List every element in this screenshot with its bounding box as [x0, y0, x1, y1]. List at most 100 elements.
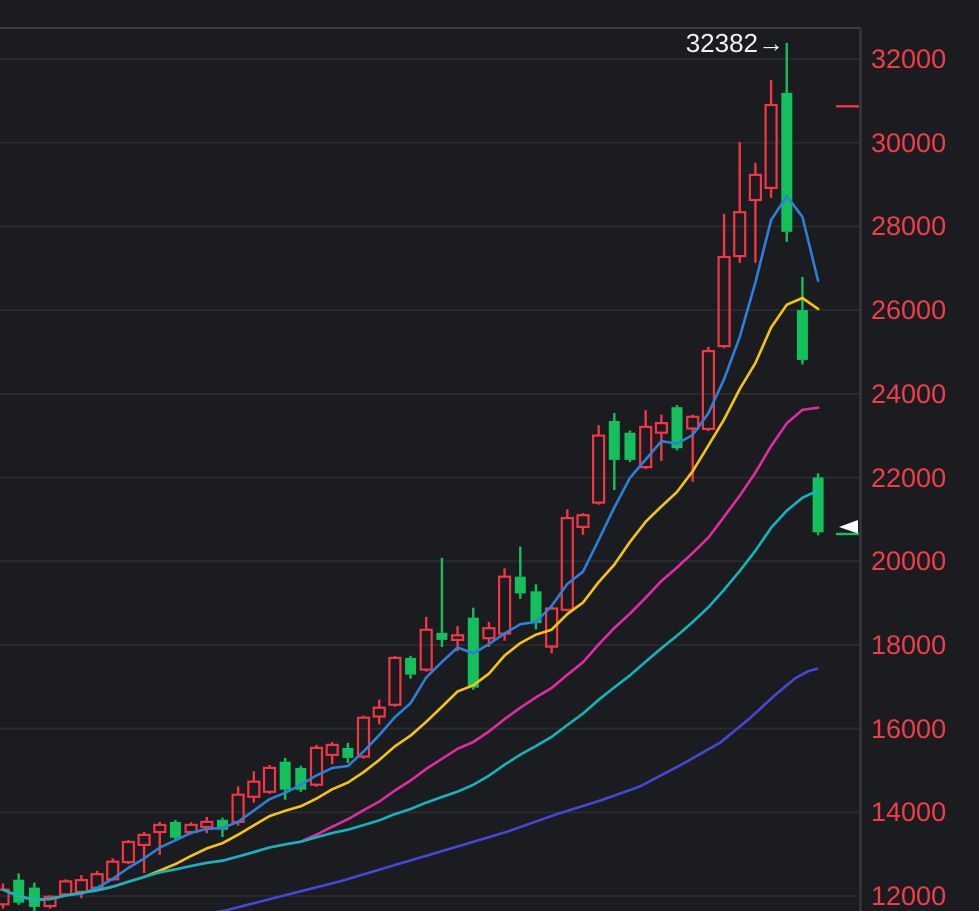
- candle-body-down: [624, 432, 636, 460]
- candle-body-up: [498, 575, 512, 635]
- candle[interactable]: [169, 819, 181, 840]
- candle[interactable]: [372, 699, 386, 725]
- grid-layer: [0, 27, 862, 911]
- candle-body-down: [514, 576, 526, 594]
- candle-body-up: [451, 634, 465, 641]
- ma60-line: [214, 667, 819, 911]
- candle[interactable]: [309, 744, 324, 787]
- candle-body-down: [279, 761, 291, 790]
- ma5-line: [1, 194, 820, 902]
- candle-body-up: [325, 743, 339, 757]
- candle[interactable]: [701, 346, 716, 431]
- upper-price-marker: [836, 105, 859, 108]
- candle-body-down: [28, 887, 40, 907]
- candle[interactable]: [591, 425, 606, 505]
- candle-body-down: [13, 879, 25, 903]
- candle-body-down: [169, 821, 181, 838]
- candle[interactable]: [262, 765, 277, 794]
- candle[interactable]: [608, 413, 620, 491]
- candle[interactable]: [654, 414, 669, 461]
- candle-body-down: [295, 767, 307, 790]
- candle-body-up: [544, 607, 559, 648]
- candle[interactable]: [530, 584, 542, 630]
- candle-body-up: [733, 211, 747, 258]
- candle-body-up: [686, 415, 700, 430]
- candle-body-up: [356, 716, 371, 758]
- candle-body-up: [748, 173, 763, 202]
- candle[interactable]: [781, 43, 793, 242]
- candle-body-up: [153, 823, 167, 834]
- candle[interactable]: [388, 655, 402, 707]
- candle[interactable]: [764, 79, 778, 198]
- ma30-line: [1, 488, 820, 902]
- candle[interactable]: [576, 513, 590, 535]
- candle[interactable]: [467, 607, 479, 690]
- last-price-marker: [836, 520, 859, 536]
- last-price-triangle-icon: [839, 520, 858, 534]
- candle[interactable]: [639, 410, 653, 470]
- candle-body-down: [671, 407, 683, 449]
- candle-body-up: [262, 766, 277, 793]
- candle[interactable]: [247, 771, 261, 803]
- candle-body-up: [43, 895, 57, 908]
- last-price-marker-dash: [836, 532, 859, 536]
- candle-body-up: [482, 627, 496, 640]
- candle-body-down: [796, 310, 808, 360]
- candle[interactable]: [356, 715, 371, 759]
- candle[interactable]: [451, 626, 465, 652]
- candle-body-up: [654, 422, 669, 434]
- high-price-annotation: 32382→: [685, 28, 784, 58]
- candle[interactable]: [121, 839, 136, 865]
- candle-body-up: [59, 880, 73, 896]
- candle[interactable]: [13, 873, 25, 905]
- candle[interactable]: [624, 430, 636, 462]
- candle-body-up: [419, 628, 433, 671]
- candle[interactable]: [217, 817, 228, 837]
- candles-layer: [0, 43, 824, 911]
- candle[interactable]: [342, 742, 354, 763]
- candle-body-down: [812, 477, 824, 533]
- candle-body-up: [247, 780, 261, 798]
- candle[interactable]: [405, 655, 417, 679]
- candle[interactable]: [671, 405, 683, 451]
- candle-body-up: [560, 516, 574, 611]
- candle-body-up: [137, 833, 151, 847]
- candle[interactable]: [560, 509, 574, 612]
- candle-body-down: [530, 591, 542, 624]
- candle-body-up: [309, 746, 324, 786]
- candle-body-up: [576, 514, 590, 529]
- candle[interactable]: [436, 557, 448, 647]
- candle-body-up: [591, 434, 606, 504]
- candle-body-up: [701, 350, 716, 431]
- candle-body-up: [200, 820, 214, 829]
- candle-body-down: [217, 819, 228, 830]
- upper-price-marker-dash: [836, 105, 859, 108]
- candle-body-up: [388, 656, 402, 706]
- candle[interactable]: [295, 765, 307, 792]
- candle[interactable]: [748, 162, 763, 263]
- candle[interactable]: [419, 616, 433, 672]
- candle-body-up: [121, 840, 136, 864]
- candle[interactable]: [137, 832, 151, 873]
- candle-body-up: [74, 878, 89, 893]
- candle-body-up: [764, 103, 778, 190]
- candle-body-up: [639, 425, 653, 469]
- candle[interactable]: [733, 142, 747, 263]
- candle[interactable]: [796, 277, 808, 365]
- candle[interactable]: [717, 213, 731, 349]
- candle-body-down: [781, 92, 793, 232]
- candle[interactable]: [514, 546, 526, 599]
- candle[interactable]: [812, 473, 824, 536]
- ma20-line: [1, 406, 820, 902]
- candle[interactable]: [28, 882, 40, 911]
- candle-body-down: [405, 657, 417, 675]
- candle[interactable]: [43, 895, 57, 909]
- candle[interactable]: [153, 821, 167, 855]
- candle[interactable]: [325, 742, 339, 765]
- candle-body-up: [372, 706, 386, 718]
- candle-body-up: [717, 255, 731, 348]
- candle-body-down: [436, 632, 448, 640]
- candle-body-down: [342, 747, 354, 758]
